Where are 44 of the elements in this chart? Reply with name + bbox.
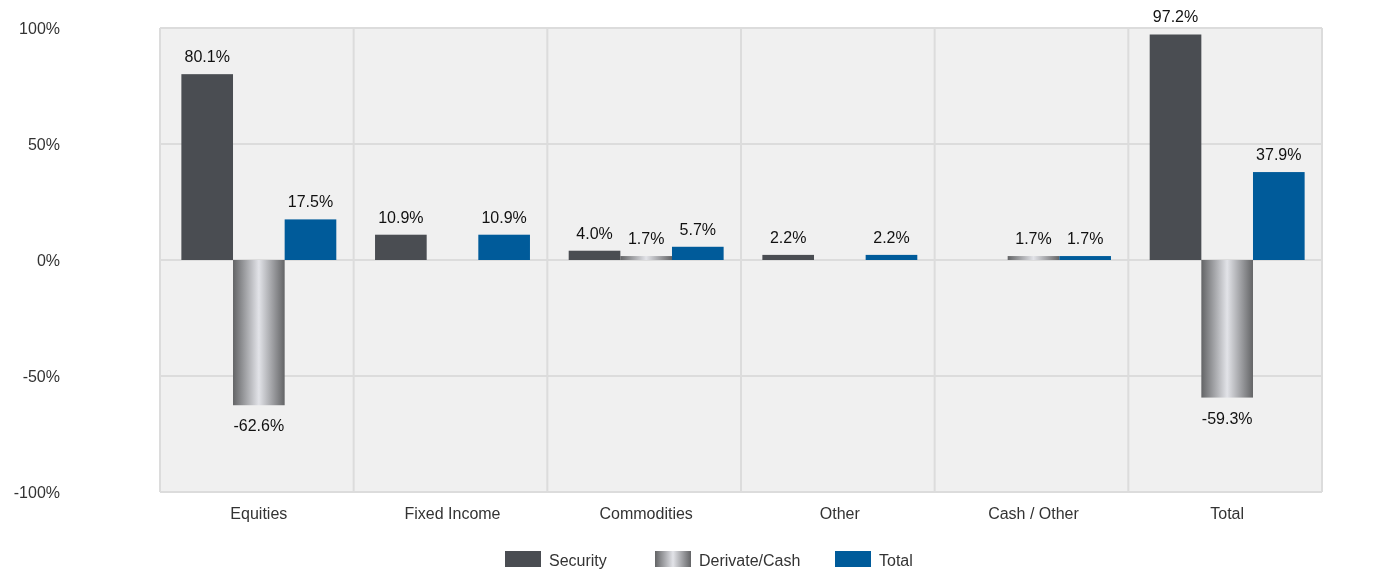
x-tick-label: Equities xyxy=(230,505,288,522)
data-label: 10.9% xyxy=(481,208,527,226)
bar xyxy=(762,254,815,260)
legend-label: Security xyxy=(549,552,607,569)
y-tick-label: -100% xyxy=(13,484,60,501)
bar xyxy=(620,256,672,260)
y-tick-label: 100% xyxy=(19,20,60,37)
data-label: 10.9% xyxy=(378,208,424,226)
bar xyxy=(568,250,621,260)
data-label: 5.7% xyxy=(679,220,717,238)
bar xyxy=(1007,256,1060,260)
bar xyxy=(865,254,918,260)
data-label: 1.7% xyxy=(627,230,665,248)
data-label: 17.5% xyxy=(287,193,334,211)
bar xyxy=(1201,260,1253,398)
data-label: 2.2% xyxy=(769,228,807,246)
bar xyxy=(671,246,724,260)
data-label: 97.2% xyxy=(1152,8,1199,26)
y-tick-label: 0% xyxy=(36,252,60,269)
data-label: 1.7% xyxy=(1066,230,1104,248)
data-label: -59.3% xyxy=(1201,409,1253,427)
x-tick-label: Cash / Other xyxy=(988,505,1080,522)
data-label: 37.9% xyxy=(1256,146,1302,164)
bar xyxy=(1059,256,1111,260)
bar xyxy=(375,234,427,260)
data-label: 2.2% xyxy=(873,228,910,246)
legend-label: Total xyxy=(879,552,913,569)
x-tick-label: Fixed Income xyxy=(404,505,501,522)
bar xyxy=(1252,172,1305,260)
data-label: 1.7% xyxy=(1015,230,1052,248)
x-tick-label: Other xyxy=(819,505,861,522)
bar xyxy=(478,234,530,260)
x-tick-label: Total xyxy=(1210,505,1245,522)
y-tick-label: 50% xyxy=(27,136,60,153)
legend-label: Derivate/Cash xyxy=(699,552,801,569)
bar xyxy=(233,260,285,406)
y-tick-label: -50% xyxy=(22,368,60,385)
bar xyxy=(1149,34,1202,260)
x-tick-label: Commodities xyxy=(599,505,693,522)
bar xyxy=(181,74,234,260)
bar xyxy=(284,219,337,260)
data-label: -62.6% xyxy=(233,417,285,435)
data-label: 4.0% xyxy=(576,224,613,242)
data-label: 80.1% xyxy=(184,48,230,66)
